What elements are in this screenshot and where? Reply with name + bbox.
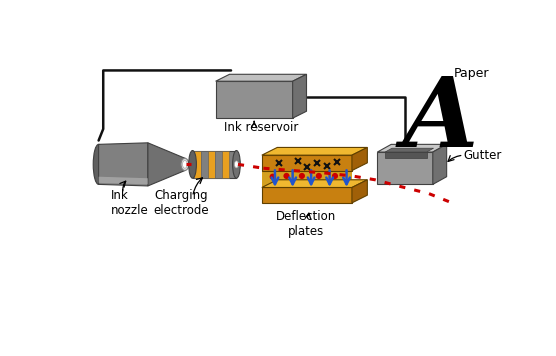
- Polygon shape: [292, 74, 306, 118]
- Ellipse shape: [182, 161, 187, 168]
- Polygon shape: [378, 145, 446, 152]
- Polygon shape: [192, 151, 236, 178]
- Polygon shape: [222, 151, 229, 178]
- Circle shape: [316, 173, 322, 179]
- Polygon shape: [215, 151, 222, 178]
- Polygon shape: [262, 147, 368, 155]
- Circle shape: [284, 173, 290, 179]
- Ellipse shape: [235, 161, 239, 168]
- Text: Ink
nozzle: Ink nozzle: [111, 189, 148, 217]
- Polygon shape: [216, 81, 292, 118]
- Text: Paper: Paper: [454, 67, 489, 80]
- Polygon shape: [201, 151, 208, 178]
- Text: Ink reservoir: Ink reservoir: [224, 121, 298, 134]
- Ellipse shape: [188, 151, 196, 178]
- Polygon shape: [352, 180, 368, 203]
- Ellipse shape: [232, 151, 240, 178]
- Polygon shape: [385, 148, 434, 152]
- Polygon shape: [262, 180, 368, 188]
- Ellipse shape: [93, 145, 104, 184]
- Circle shape: [332, 173, 338, 179]
- Ellipse shape: [181, 158, 188, 171]
- Text: Gutter: Gutter: [464, 149, 502, 162]
- Polygon shape: [378, 152, 433, 184]
- Polygon shape: [194, 151, 201, 178]
- Polygon shape: [98, 177, 148, 184]
- Text: Deflection
plates: Deflection plates: [276, 210, 336, 239]
- Polygon shape: [148, 143, 185, 186]
- Polygon shape: [433, 145, 446, 184]
- Circle shape: [270, 174, 276, 180]
- Circle shape: [299, 173, 305, 179]
- Polygon shape: [262, 155, 352, 171]
- Polygon shape: [262, 188, 352, 203]
- Polygon shape: [385, 152, 426, 158]
- Text: Charging
electrode: Charging electrode: [153, 189, 209, 217]
- Polygon shape: [208, 151, 215, 178]
- Polygon shape: [216, 74, 306, 81]
- Polygon shape: [352, 147, 368, 171]
- Polygon shape: [262, 180, 368, 188]
- Polygon shape: [98, 143, 148, 186]
- Polygon shape: [262, 171, 352, 188]
- Text: A: A: [403, 73, 478, 167]
